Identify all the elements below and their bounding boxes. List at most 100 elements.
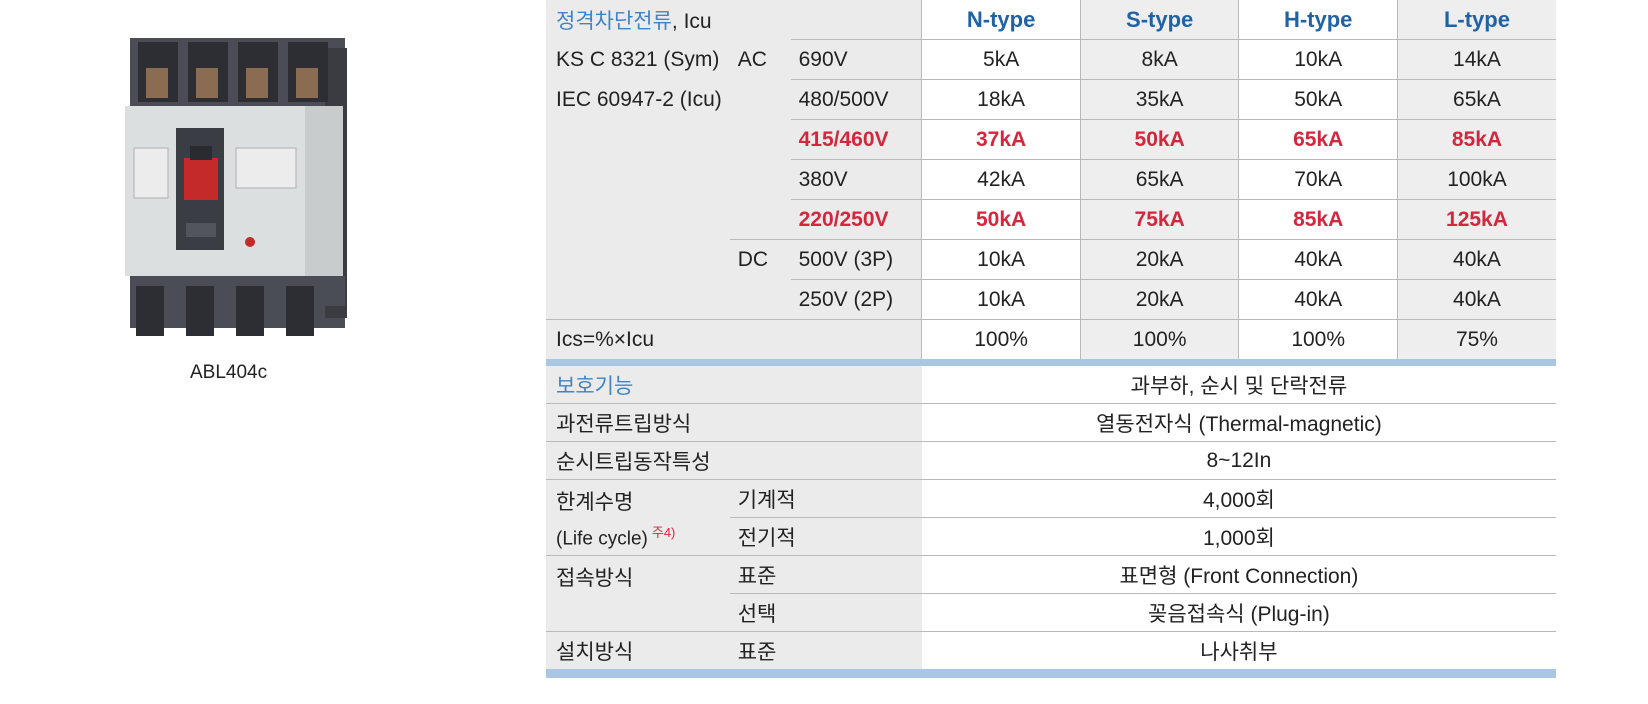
instant-trip-value: 8~12In (921, 441, 1556, 480)
voltage-label: 220/250V (790, 199, 922, 240)
value-cell: 65kA (1238, 119, 1398, 160)
value-cell: 20kA (1079, 239, 1239, 280)
breaking-row: IEC 60947-2 (Icu) 480/500V 18kA 35kA 50k… (546, 79, 1556, 120)
breaking-row: DC 500V (3P) 10kA 20kA 40kA 40kA (546, 239, 1556, 280)
breaking-row: KS C 8321 (Sym) AC 690V 5kA 8kA 10kA 14k… (546, 39, 1556, 80)
installation-std-label: 표준 (729, 631, 922, 669)
life-mech-row: 한계수명 (Life cycle) 주4) 기계적 4,000회 (546, 479, 1556, 556)
ics-row: Ics=%×Icu 100% 100% 100% 75% (546, 319, 1556, 359)
value-cell: 100% (921, 319, 1081, 359)
connection-opt-label: 선택 (729, 593, 922, 632)
type-header-l: L-type (1396, 0, 1556, 40)
voltage-label: 415/460V (790, 119, 922, 160)
type-header-h: H-type (1238, 0, 1398, 40)
value-cell: 85kA (1238, 199, 1398, 240)
value-cell: 20kA (1079, 279, 1239, 320)
voltage-label: 690V (790, 39, 922, 80)
trip-method-label: 과전류트립방식 (546, 403, 922, 442)
value-cell: 50kA (1079, 119, 1239, 160)
value-cell: 40kA (1396, 279, 1556, 320)
protection-value: 과부하, 순시 및 단락전류 (1130, 374, 1348, 398)
life-elec-row: 전기적 1,000회 (546, 517, 1556, 556)
empty-cell (729, 79, 791, 120)
life-elec-label: 전기적 (729, 517, 922, 556)
value-cell: 75% (1396, 319, 1556, 359)
breaking-row-highlight: 220/250V 50kA 75kA 85kA 125kA (546, 199, 1556, 240)
protection-row: 보호기능 과부하, 순시 및 단락전류 (546, 366, 1556, 404)
standard-iec: IEC 60947-2 (Icu) (546, 79, 730, 120)
header-empty-cell (729, 0, 791, 40)
trip-method-row: 과전류트립방식 열동전자식 (Thermal-magnetic) (546, 403, 1556, 442)
life-label: 한계수명 (556, 491, 634, 514)
section-divider (546, 359, 1556, 366)
value-cell: 85kA (1396, 119, 1556, 160)
circuit-breaker-image (125, 38, 347, 336)
installation-value: 나사취부 (921, 631, 1556, 669)
life-label-en: (Life cycle) (556, 528, 648, 550)
value-cell: 50kA (1238, 79, 1398, 120)
spec-table: 정격차단전류, Icu N-type S-type H-type L-type … (546, 0, 1556, 678)
header-row: 정격차단전류, Icu N-type S-type H-type L-type (546, 0, 1556, 40)
empty-cell (729, 119, 791, 160)
life-mech-value: 4,000회 (921, 479, 1556, 518)
header-title: 정격차단전류 (556, 9, 672, 33)
value-cell: 42kA (921, 159, 1081, 200)
empty-cell (729, 279, 791, 320)
value-cell: 50kA (921, 199, 1081, 240)
connection-opt-value: 꽂음접속식 (Plug-in) (921, 593, 1556, 632)
value-cell: 37kA (921, 119, 1081, 160)
instant-trip-row: 순시트립동작특성 8~12In (546, 441, 1556, 480)
ics-label: Ics=%×Icu (546, 319, 922, 359)
connection-opt-row: 선택 꽂음접속식 (Plug-in) (546, 593, 1556, 632)
empty-cell (546, 239, 730, 280)
breaking-row: 380V 42kA 65kA 70kA 100kA (546, 159, 1556, 200)
life-mech-label: 기계적 (729, 479, 922, 518)
instant-trip-label: 순시트립동작특성 (546, 441, 922, 480)
value-cell: 5kA (921, 39, 1081, 80)
value-cell: 10kA (921, 279, 1081, 320)
empty-cell (729, 199, 791, 240)
voltage-label: 500V (3P) (790, 239, 922, 280)
empty-cell (546, 159, 730, 200)
value-cell: 100% (1238, 319, 1398, 359)
life-label-cell: 한계수명 (Life cycle) 주4) (546, 479, 730, 556)
trip-method-value: 열동전자식 (Thermal-magnetic) (921, 403, 1556, 442)
value-cell: 75kA (1079, 199, 1239, 240)
value-cell: 18kA (921, 79, 1081, 120)
ac-label: AC (729, 39, 791, 80)
value-cell: 65kA (1079, 159, 1239, 200)
empty-cell (546, 199, 730, 240)
life-elec-value: 1,000회 (921, 517, 1556, 556)
section-divider (546, 669, 1556, 678)
value-cell: 65kA (1396, 79, 1556, 120)
value-cell: 100% (1079, 319, 1239, 359)
value-cell: 40kA (1238, 279, 1398, 320)
product-caption: ABL404c (190, 362, 268, 383)
dc-label: DC (729, 239, 791, 280)
installation-row: 설치방식 표준 나사취부 (546, 631, 1556, 669)
protection-label-cell: 보호기능 (546, 366, 922, 404)
empty-cell (729, 159, 791, 200)
life-note: 주4) (651, 525, 676, 540)
header-empty-cell (790, 0, 922, 40)
value-cell: 125kA (1396, 199, 1556, 240)
empty-cell (546, 279, 730, 320)
installation-label: 설치방식 (546, 631, 730, 669)
value-cell: 10kA (921, 239, 1081, 280)
life-label-en-line: (Life cycle) 주4) (556, 518, 720, 554)
type-header-s: S-type (1079, 0, 1239, 40)
header-title-cell: 정격차단전류, Icu (546, 0, 730, 40)
value-cell: 14kA (1396, 39, 1556, 80)
connection-std-value: 표면형 (Front Connection) (921, 555, 1556, 594)
protection-label: 보호기능 (556, 374, 634, 398)
connection-std-label: 표준 (729, 555, 922, 594)
connection-label: 접속방식 (546, 555, 730, 632)
connection-std-row: 접속방식 표준 표면형 (Front Connection) (546, 555, 1556, 632)
value-cell: 8kA (1079, 39, 1239, 80)
breaking-row: 250V (2P) 10kA 20kA 40kA 40kA (546, 279, 1556, 320)
empty-cell (546, 119, 730, 160)
standard-ks: KS C 8321 (Sym) (546, 39, 730, 80)
header-title-suffix: , Icu (671, 9, 712, 33)
value-cell: 40kA (1238, 239, 1398, 280)
value-cell: 40kA (1396, 239, 1556, 280)
